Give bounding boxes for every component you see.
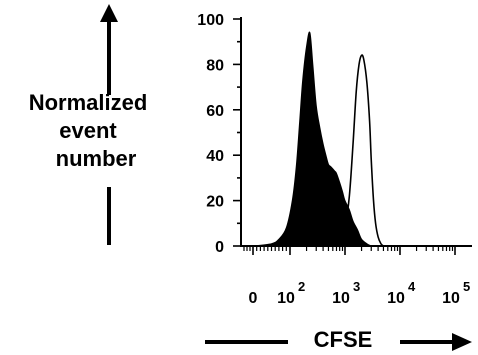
x-tick-label: 10 bbox=[442, 290, 460, 307]
x-arrow-right-head bbox=[452, 333, 472, 351]
series-1-outline-histogram bbox=[340, 55, 384, 246]
x-tick-label-exponent: 2 bbox=[298, 279, 305, 294]
y-label-line-2: event bbox=[59, 118, 117, 143]
x-tick-label: 0 bbox=[249, 290, 258, 307]
y-tick-label: 100 bbox=[197, 12, 224, 29]
x-tick-label: 10 bbox=[332, 290, 350, 307]
x-label: CFSE bbox=[314, 327, 373, 352]
x-tick-label: 10 bbox=[387, 290, 405, 307]
axes-layer bbox=[240, 17, 472, 247]
y-tick-label: 40 bbox=[206, 148, 224, 165]
x-tick-label: 10 bbox=[277, 290, 295, 307]
y-tick-label: 80 bbox=[206, 57, 224, 74]
x-tick-label-exponent: 5 bbox=[463, 279, 470, 294]
y-tick-label: 0 bbox=[215, 239, 224, 256]
series-layer bbox=[253, 32, 383, 246]
x-tick-label-exponent: 3 bbox=[353, 279, 360, 294]
y-tick-label: 20 bbox=[206, 194, 224, 211]
y-arrow-up-head bbox=[100, 4, 118, 22]
y-label-line-1: Normalized bbox=[29, 90, 148, 115]
x-tick-label-exponent: 4 bbox=[408, 279, 416, 294]
y-ticks: 0 20 40 60 80 100 bbox=[197, 12, 241, 256]
y-tick-label: 60 bbox=[206, 103, 224, 120]
y-label-line-3: number bbox=[56, 146, 137, 171]
